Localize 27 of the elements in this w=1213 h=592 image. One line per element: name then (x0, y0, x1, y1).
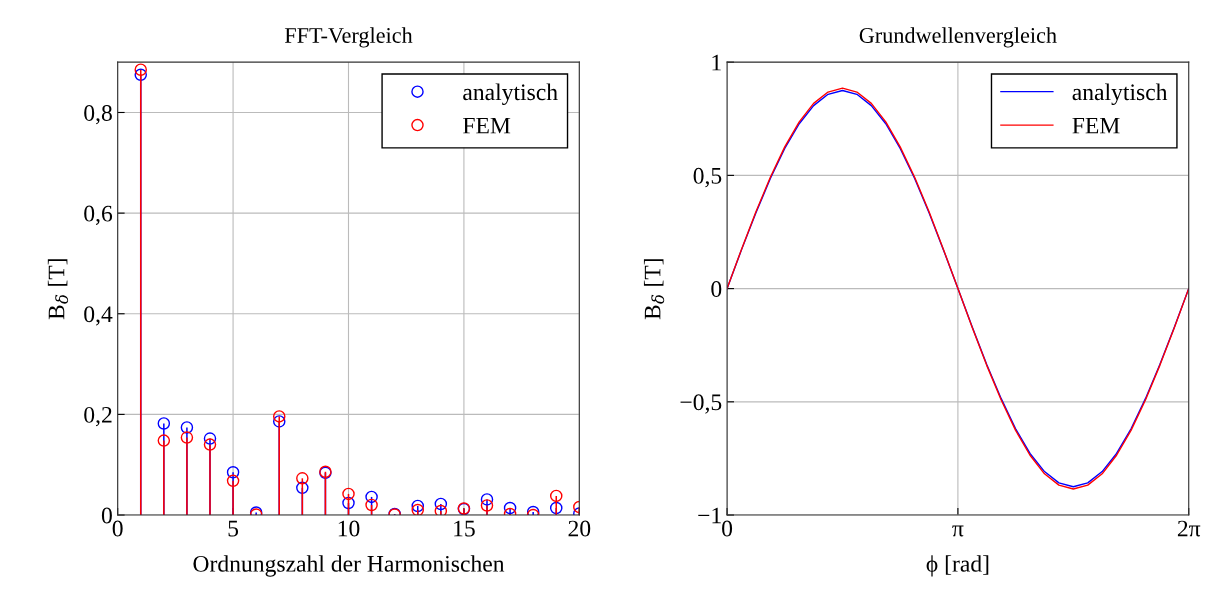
y-tick-label: 0,4 (84, 306, 113, 326)
y-tick-label: 0,6 (84, 205, 113, 225)
legend-label: FEM (1072, 117, 1120, 134)
chart-title: FFT-Vergleich (284, 27, 413, 48)
legend-label: FEM (463, 117, 511, 134)
x-tick-label: 2π (1177, 520, 1201, 537)
chart-title: Grundwellenvergleich (859, 27, 1057, 48)
x-axis-title: ϕ [rad] (926, 555, 989, 577)
legend-label: analytisch (1072, 83, 1168, 106)
y-tick-label: −0,5 (680, 394, 722, 414)
y-tick-label: 0 (711, 281, 722, 298)
x-tick-label: 5 (228, 520, 239, 537)
x-tick-label: 15 (454, 520, 475, 537)
legend-label: analytisch (463, 83, 558, 106)
x-tick-label: π (952, 525, 964, 537)
x-axis-title: Ordnungszahl der Harmonischen (193, 555, 505, 577)
x-tick-label: 10 (338, 520, 360, 537)
y-axis-title: B$_{δ}$ [T] (47, 259, 69, 320)
x-tick-label: 0 (722, 520, 733, 537)
y-tick-label: 1 (712, 54, 721, 71)
y-axis-title: B$_{δ}$ [T] (643, 259, 665, 320)
y-tick-label: 0,2 (84, 406, 112, 427)
x-tick-label: 20 (568, 520, 591, 537)
y-tick-label: −1 (698, 507, 721, 524)
y-tick-label: 0 (101, 507, 112, 524)
y-tick-label: 0,8 (84, 104, 112, 125)
y-tick-label: 0,5 (693, 167, 722, 188)
